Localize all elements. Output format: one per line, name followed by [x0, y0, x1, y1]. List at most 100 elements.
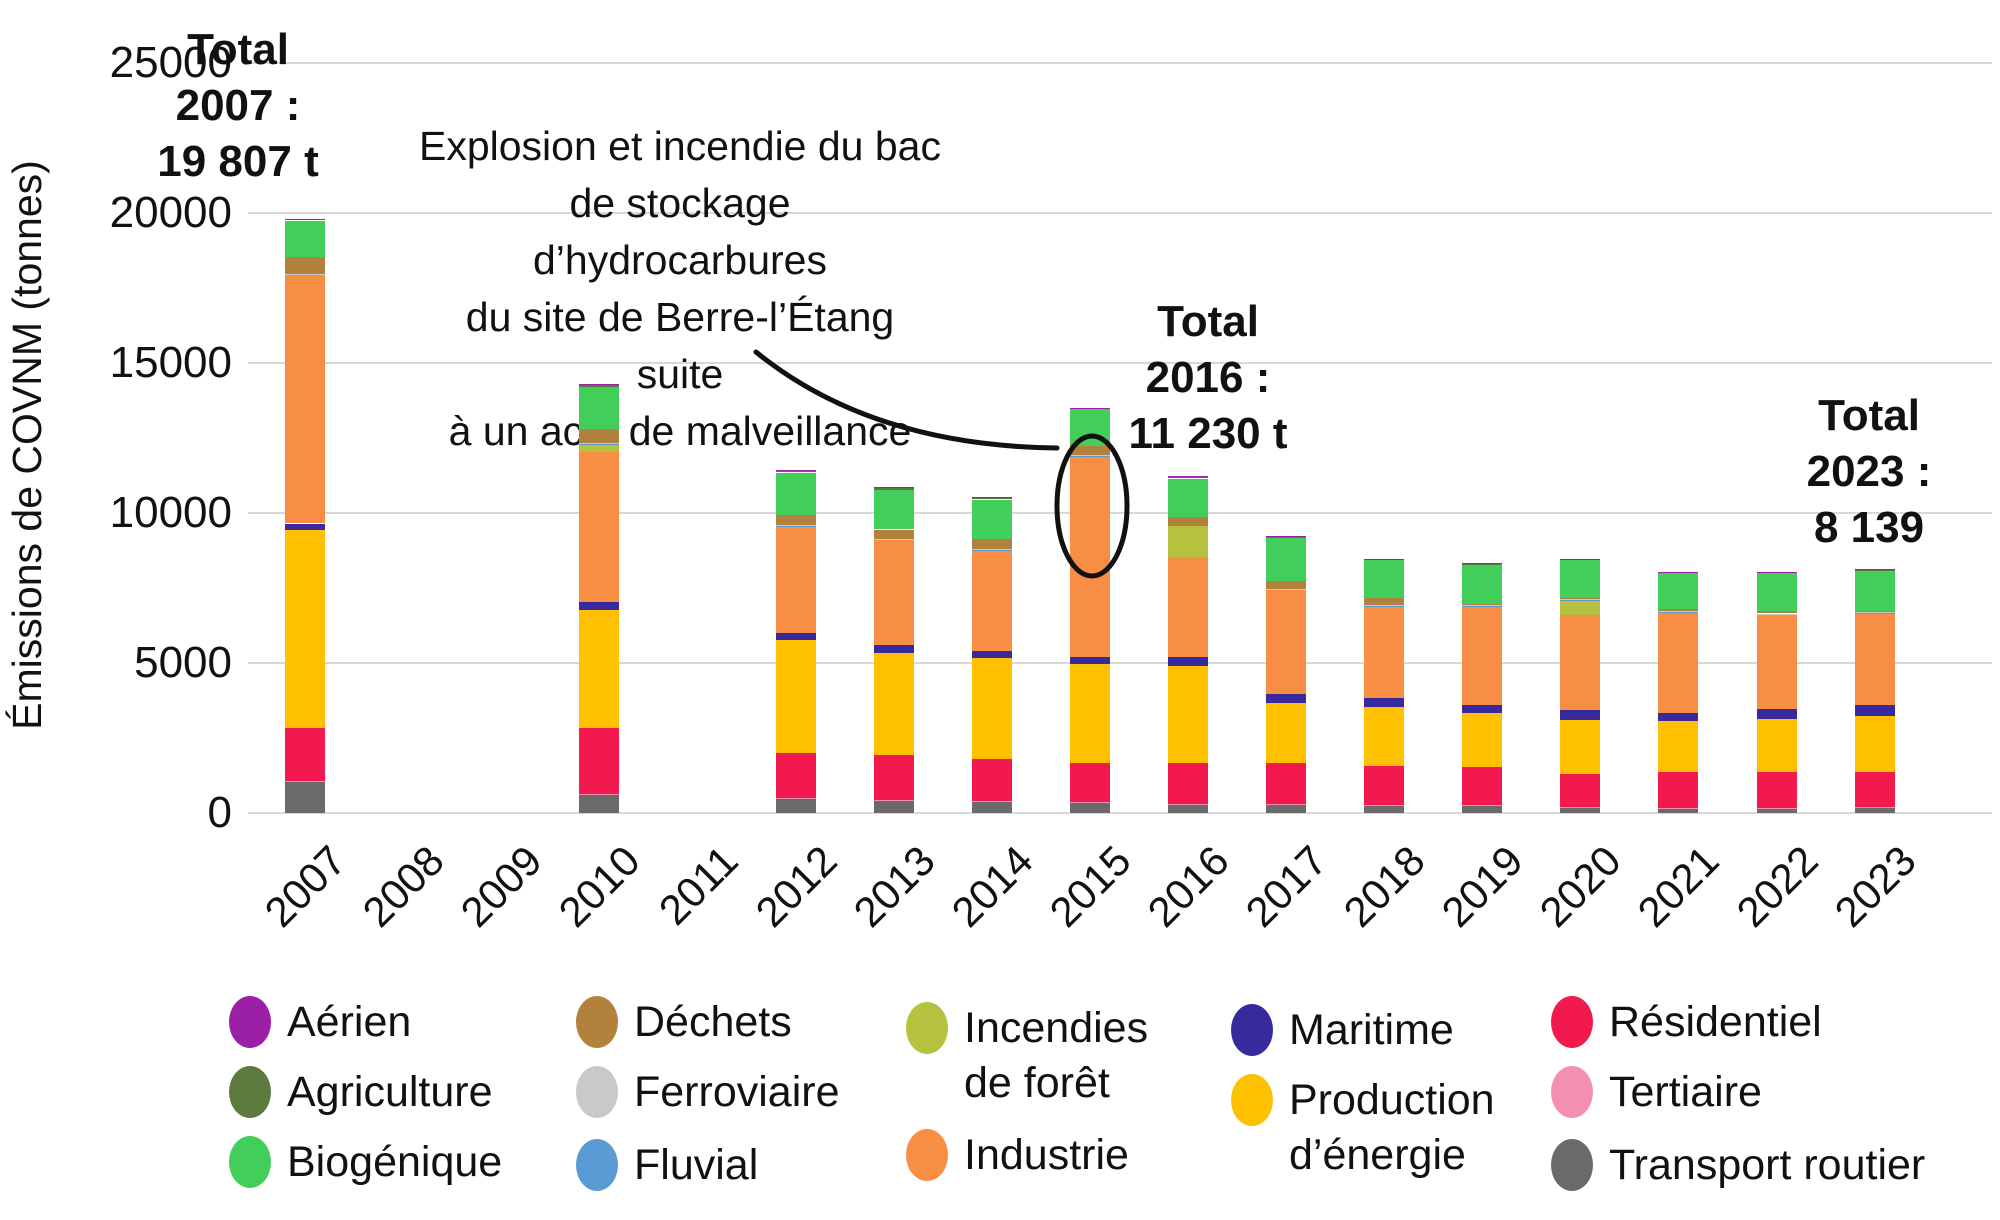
bar-2015-Production d’énergie: [1069, 663, 1110, 763]
legend-label: Production d’énergie: [1289, 1076, 1495, 1179]
bar-2017-Production d’énergie: [1266, 702, 1306, 763]
bar-2022-Tertiaire: [1756, 808, 1797, 810]
bar-2021-Aérien: [1658, 571, 1699, 573]
bar-2022-Déchets: [1756, 611, 1797, 614]
bar-2020-Tertiaire: [1560, 807, 1601, 808]
legend-dot-ferroviaire: [576, 1066, 618, 1118]
bar-2016-Biogénique: [1167, 478, 1208, 518]
x-tick-label-2015: 2015: [1040, 836, 1140, 936]
bar-2020-Transport routier: [1560, 807, 1601, 813]
legend-label: Aérien: [287, 998, 412, 1046]
legend-dot-résidentiel: [1551, 996, 1593, 1048]
total-2007-label: Total 2007 : 19 807 t: [157, 25, 319, 186]
bar-2017-Résidentiel: [1266, 762, 1306, 804]
legend-label: Déchets: [634, 998, 792, 1046]
legend-label: Industrie: [964, 1131, 1129, 1179]
bar-2023-Déchets: [1854, 611, 1895, 613]
gridline-25000: [248, 62, 1992, 64]
bar-2013-Transport routier: [873, 801, 914, 813]
legend-label: Fluvial: [634, 1141, 759, 1189]
bar-2015-Agriculture: [1069, 408, 1110, 409]
bar-2021-Agriculture: [1658, 572, 1699, 573]
bar-2010-Production d’énergie: [579, 609, 620, 729]
bar-2016-Tertiaire: [1167, 803, 1208, 805]
bar-2013-Déchets: [873, 529, 914, 539]
bar-2016-Résidentiel: [1167, 762, 1208, 804]
bar-2015-Résidentiel: [1069, 762, 1110, 803]
bar-2013-Agriculture: [873, 487, 914, 491]
bar-2023-Tertiaire: [1854, 807, 1895, 808]
bar-2016-Industrie: [1167, 557, 1208, 657]
legend-label: Ferroviaire: [634, 1068, 840, 1116]
bar-2014-Agriculture: [971, 497, 1012, 500]
x-tick-label-2021: 2021: [1628, 836, 1729, 936]
bar-2019-Résidentiel: [1462, 767, 1503, 806]
bar-2012-Aérien: [775, 469, 816, 471]
bar-2020-Aérien: [1560, 558, 1601, 560]
x-tick-label-2008: 2008: [353, 836, 453, 936]
x-tick-label-2012: 2012: [746, 836, 846, 936]
bar-2018-Biogénique: [1364, 559, 1405, 598]
bar-2010-Tertiaire: [579, 793, 620, 795]
bar-2017-Aérien: [1266, 536, 1306, 537]
legend-dot-aérien: [229, 996, 271, 1048]
bar-2016-Incendies de forêt: [1167, 525, 1208, 558]
bar-2019-Transport routier: [1462, 806, 1503, 813]
bar-2010-Transport routier: [579, 795, 620, 813]
x-tick-label-2018: 2018: [1334, 836, 1434, 936]
bar-2020-Déchets: [1560, 597, 1601, 600]
bar-2023-Industrie: [1854, 612, 1895, 705]
bar-2022-Résidentiel: [1756, 772, 1797, 809]
bar-2021-Maritime: [1658, 712, 1699, 721]
bar-2020-Production d’énergie: [1560, 720, 1601, 774]
bar-2010-Industrie: [579, 452, 620, 602]
legend-dot-industrie: [906, 1129, 948, 1181]
y-tick-label: 10000: [109, 488, 232, 537]
gridline-15000: [248, 362, 1992, 364]
bar-2007-Maritime: [285, 523, 325, 531]
bar-2018-Transport routier: [1364, 805, 1405, 813]
bar-2023-Production d’énergie: [1854, 716, 1895, 772]
gridline-20000: [248, 212, 1992, 214]
legend-dot-incendies-de-forêt: [906, 1002, 948, 1054]
bar-2023-Maritime: [1854, 705, 1895, 717]
bar-2015-Tertiaire: [1069, 802, 1110, 804]
bar-2019-Tertiaire: [1462, 805, 1503, 807]
x-tick-label-2009: 2009: [451, 836, 552, 936]
legend-label: Agriculture: [287, 1068, 493, 1116]
bar-2017-Maritime: [1266, 693, 1306, 703]
bar-2023-Aérien: [1854, 568, 1895, 570]
bar-2021-Transport routier: [1658, 809, 1699, 813]
bar-2018-Déchets: [1364, 597, 1405, 606]
bar-2020-Résidentiel: [1560, 774, 1601, 807]
bar-2013-Maritime: [873, 645, 914, 654]
y-tick-label: 15000: [109, 338, 232, 387]
y-axis-title: Émissions de COVNM (tonnes): [4, 160, 50, 730]
bar-2016-Déchets: [1167, 517, 1208, 526]
bar-2016-Agriculture: [1167, 477, 1208, 479]
legend-dot-transport-routier: [1551, 1139, 1593, 1191]
legend-dot-production-d’énergie: [1231, 1074, 1273, 1126]
bar-2010-Agriculture: [579, 384, 620, 388]
bar-2012-Production d’énergie: [775, 639, 816, 753]
x-tick-label-2023: 2023: [1825, 836, 1925, 936]
bar-2014-Transport routier: [971, 801, 1012, 813]
bar-2014-Déchets: [971, 539, 1012, 550]
bar-2022-Maritime: [1756, 709, 1797, 720]
bar-2018-Agriculture: [1364, 559, 1405, 560]
bar-2012-Résidentiel: [775, 753, 816, 798]
bar-2013-Résidentiel: [873, 755, 914, 800]
bar-2022-Industrie: [1756, 614, 1797, 710]
legend-label: Résidentiel: [1609, 998, 1822, 1046]
x-tick-label-2013: 2013: [844, 836, 944, 936]
legend-label: Maritime: [1289, 1006, 1454, 1054]
bar-2016-Production d’énergie: [1167, 666, 1208, 763]
bar-2023-Agriculture: [1854, 570, 1895, 571]
bar-2014-Maritime: [971, 651, 1012, 658]
bar-2010-Déchets: [579, 429, 620, 444]
bar-2020-Agriculture: [1560, 559, 1601, 561]
bar-2020-Biogénique: [1560, 560, 1601, 598]
x-tick-label-2010: 2010: [549, 836, 650, 936]
bar-2021-Industrie: [1658, 612, 1699, 713]
